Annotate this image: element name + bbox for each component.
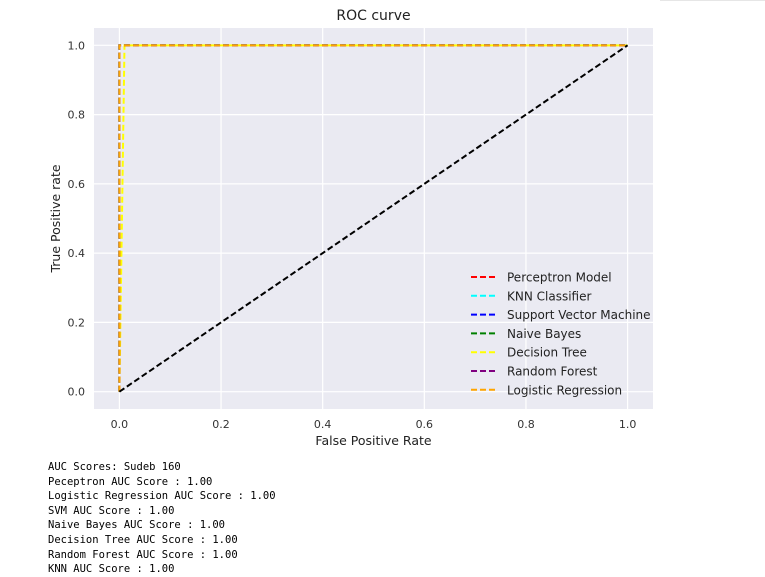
legend-label-4: Decision Tree bbox=[507, 346, 587, 360]
x-tick-label: 0.4 bbox=[314, 418, 332, 431]
y-tick-label: 0.4 bbox=[68, 247, 86, 260]
x-tick-label: 0.8 bbox=[517, 418, 535, 431]
grid-lines bbox=[94, 28, 653, 409]
y-tick-label: 0.6 bbox=[68, 178, 86, 191]
chance-line bbox=[118, 44, 629, 393]
output-line: SVM AUC Score : 1.00 bbox=[48, 504, 175, 517]
legend-label-1: KNN Classifier bbox=[507, 289, 591, 303]
output-line: Decision Tree AUC Score : 1.00 bbox=[48, 533, 238, 546]
chart-title: ROC curve bbox=[336, 8, 410, 24]
legend-label-0: Perceptron Model bbox=[507, 271, 612, 285]
roc-line-6 bbox=[118, 44, 628, 392]
output-line: Random Forest AUC Score : 1.00 bbox=[48, 548, 238, 561]
x-tick-label: 1.0 bbox=[619, 418, 637, 431]
y-tick-label: 1.0 bbox=[68, 39, 86, 52]
y-tick-label: 0.8 bbox=[68, 109, 86, 122]
legend: Perceptron Model KNN Classifier Support Ve… bbox=[471, 271, 651, 397]
output-line: KNN AUC Score : 1.00 bbox=[48, 563, 175, 576]
tick-labels: 0.0 0.2 0.4 0.6 0.8 1.0 0.0 0.2 0.4 0.6 0.8 1.0 bbox=[68, 39, 637, 431]
x-tick-label: 0.0 bbox=[111, 418, 129, 431]
x-tick-label: 0.2 bbox=[212, 418, 230, 431]
x-tick-label: 0.6 bbox=[416, 418, 434, 431]
roc-chart: 0.0 0.2 0.4 0.6 0.8 1.0 0.0 0.2 0.4 0.6 0.8 1.0 ROC… bbox=[48, 8, 653, 448]
legend-label-5: Random Forest bbox=[507, 365, 598, 379]
output-line: Naive Bayes AUC Score : 1.00 bbox=[48, 519, 226, 532]
output-line: Logistic Regression AUC Score : 1.00 bbox=[48, 490, 276, 503]
auc-output-text: AUC Scores: Sudeb 160 Peceptron AUC Score… bbox=[48, 460, 276, 577]
y-axis-label: True Positive rate bbox=[48, 164, 63, 273]
y-tick-label: 0.2 bbox=[68, 316, 86, 329]
cell-divider bbox=[660, 0, 765, 1]
series-lines bbox=[118, 44, 629, 393]
output-line: Peceptron AUC Score : 1.00 bbox=[48, 475, 213, 488]
y-tick-label: 0.0 bbox=[68, 386, 86, 399]
x-axis-label: False Positive Rate bbox=[315, 433, 431, 448]
legend-label-6: Logistic Regression bbox=[507, 383, 622, 397]
legend-label-2: Support Vector Machine bbox=[507, 308, 651, 322]
output-line: AUC Scores: Sudeb 160 bbox=[48, 461, 181, 473]
legend-label-3: Naive Bayes bbox=[507, 327, 581, 341]
